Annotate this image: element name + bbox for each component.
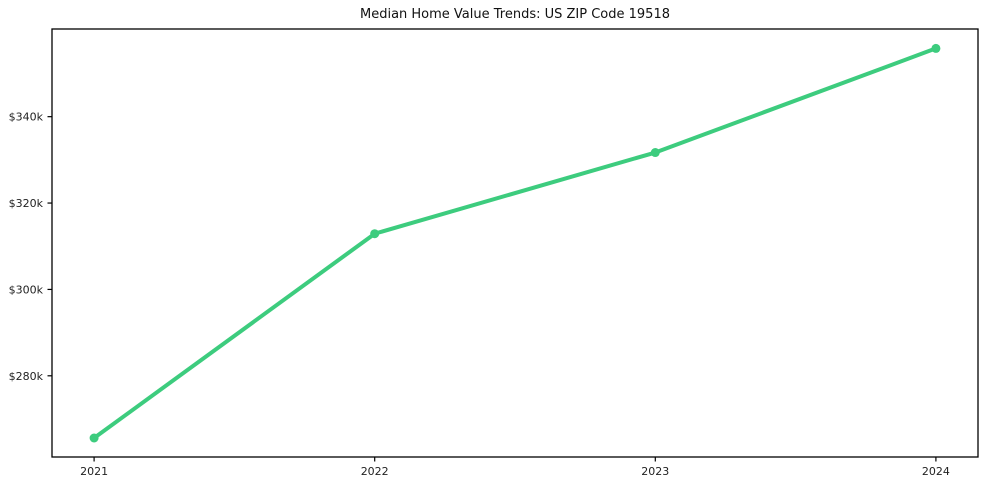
x-tick-label: 2021 bbox=[80, 465, 108, 478]
data-point-marker bbox=[931, 43, 941, 53]
y-tick-label: $300k bbox=[9, 283, 44, 296]
data-point-marker bbox=[650, 148, 660, 158]
data-point-marker bbox=[89, 433, 99, 443]
data-point-marker bbox=[370, 229, 380, 239]
x-tick-label: 2024 bbox=[922, 465, 950, 478]
y-tick-label: $320k bbox=[9, 197, 44, 210]
y-tick-label: $340k bbox=[9, 111, 44, 124]
chart-title: Median Home Value Trends: US ZIP Code 19… bbox=[359, 7, 670, 22]
trend-line bbox=[92, 46, 938, 440]
plot-border bbox=[51, 28, 979, 458]
x-tick-label: 2023 bbox=[641, 465, 669, 478]
x-tick-label: 2022 bbox=[361, 465, 389, 478]
y-tick-label: $280k bbox=[9, 370, 44, 383]
